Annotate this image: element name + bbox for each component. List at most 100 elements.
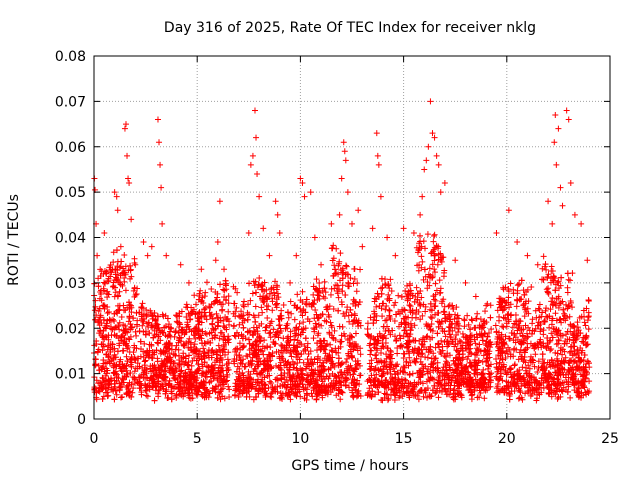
data-point-cloud [571, 359, 577, 365]
data-point-cloud [431, 297, 437, 303]
data-point-cloud [537, 302, 543, 308]
data-point-cloud [253, 304, 259, 310]
data-point [273, 198, 279, 204]
data-point-cloud [481, 395, 487, 401]
data-point-cloud [563, 331, 569, 337]
data-point [535, 262, 541, 268]
data-point-cloud [380, 372, 386, 378]
data-point [328, 221, 334, 227]
data-point-cloud [441, 308, 447, 314]
data-point-cloud [432, 232, 438, 238]
data-point-cloud [268, 380, 274, 386]
data-point [463, 280, 469, 286]
data-point-cloud [500, 324, 506, 330]
data-point-cloud [487, 371, 493, 377]
data-point-cloud [565, 290, 571, 296]
data-point-cloud [312, 307, 318, 313]
data-point [545, 198, 551, 204]
data-point-cloud [226, 394, 232, 400]
data-point-cloud [382, 391, 388, 397]
data-point-cloud [269, 307, 275, 313]
data-point-cloud [431, 233, 437, 239]
data-point-cloud [441, 273, 447, 279]
data-point [215, 239, 221, 245]
data-point-cloud [342, 292, 348, 298]
data-point-cloud [586, 297, 592, 303]
data-point [553, 162, 559, 168]
data-point-cloud [252, 319, 258, 325]
data-point-cloud [546, 325, 552, 331]
data-point-cloud [167, 329, 173, 335]
data-point-cloud [328, 292, 334, 298]
data-point-cloud [472, 325, 478, 331]
data-point [287, 280, 293, 286]
data-point-cloud [260, 352, 266, 358]
data-point-cloud [193, 301, 199, 307]
data-point [157, 162, 163, 168]
data-point [339, 176, 345, 182]
data-point [260, 225, 266, 231]
data-point-cloud [545, 289, 551, 295]
data-point-cloud [395, 293, 401, 299]
data-point-cloud [437, 277, 443, 283]
data-point [411, 230, 417, 236]
data-point-cloud [343, 263, 349, 269]
data-point-cloud [267, 379, 273, 385]
data-point-cloud [394, 350, 400, 356]
data-point-cloud [357, 266, 363, 272]
data-point-cloud [118, 259, 124, 265]
data-point-cloud [352, 311, 358, 317]
data-point [564, 107, 570, 113]
data-point-cloud [221, 323, 227, 329]
data-point-cloud [253, 289, 259, 295]
data-point-cloud [529, 320, 535, 326]
data-point [560, 203, 566, 209]
data-point-cloud [278, 308, 284, 314]
data-point [141, 239, 147, 245]
data-point-cloud [467, 349, 473, 355]
data-point-cloud [418, 387, 424, 393]
data-point-cloud [259, 348, 265, 354]
data-point-cloud [250, 290, 256, 296]
data-point [423, 157, 429, 163]
data-point-cloud [225, 309, 231, 315]
data-point-cloud [367, 366, 373, 372]
data-point [568, 180, 574, 186]
data-point [293, 253, 299, 259]
data-point-cloud [482, 308, 488, 314]
data-point-cloud [528, 284, 534, 290]
data-point [275, 212, 281, 218]
data-point-cloud [480, 337, 486, 343]
data-point [514, 239, 520, 245]
data-point-cloud [469, 396, 475, 402]
data-point-cloud [340, 324, 346, 330]
data-point-cloud [155, 393, 161, 399]
data-point-cloud [432, 281, 438, 287]
data-point-cloud [499, 323, 505, 329]
data-point-cloud [123, 287, 129, 293]
data-point [126, 180, 132, 186]
data-point-cloud [303, 335, 309, 341]
data-point [524, 253, 530, 259]
data-point-cloud [541, 253, 547, 259]
data-point [341, 139, 347, 145]
data-point-cloud [511, 362, 517, 368]
data-point-cloud [119, 314, 125, 320]
data-point [343, 157, 349, 163]
data-point [345, 189, 351, 195]
data-point-cloud [430, 239, 436, 245]
data-point [124, 153, 130, 159]
data-point-cloud [508, 281, 514, 287]
data-point [128, 216, 134, 222]
data-point [198, 266, 204, 272]
data-point-cloud [281, 302, 287, 308]
data-point-cloud [399, 294, 405, 300]
data-point [159, 221, 165, 227]
data-point-cloud [240, 344, 246, 350]
data-point [186, 280, 192, 286]
data-point-cloud [392, 300, 398, 306]
data-point [572, 212, 578, 218]
data-point-cloud [435, 262, 441, 268]
data-point [359, 244, 365, 250]
